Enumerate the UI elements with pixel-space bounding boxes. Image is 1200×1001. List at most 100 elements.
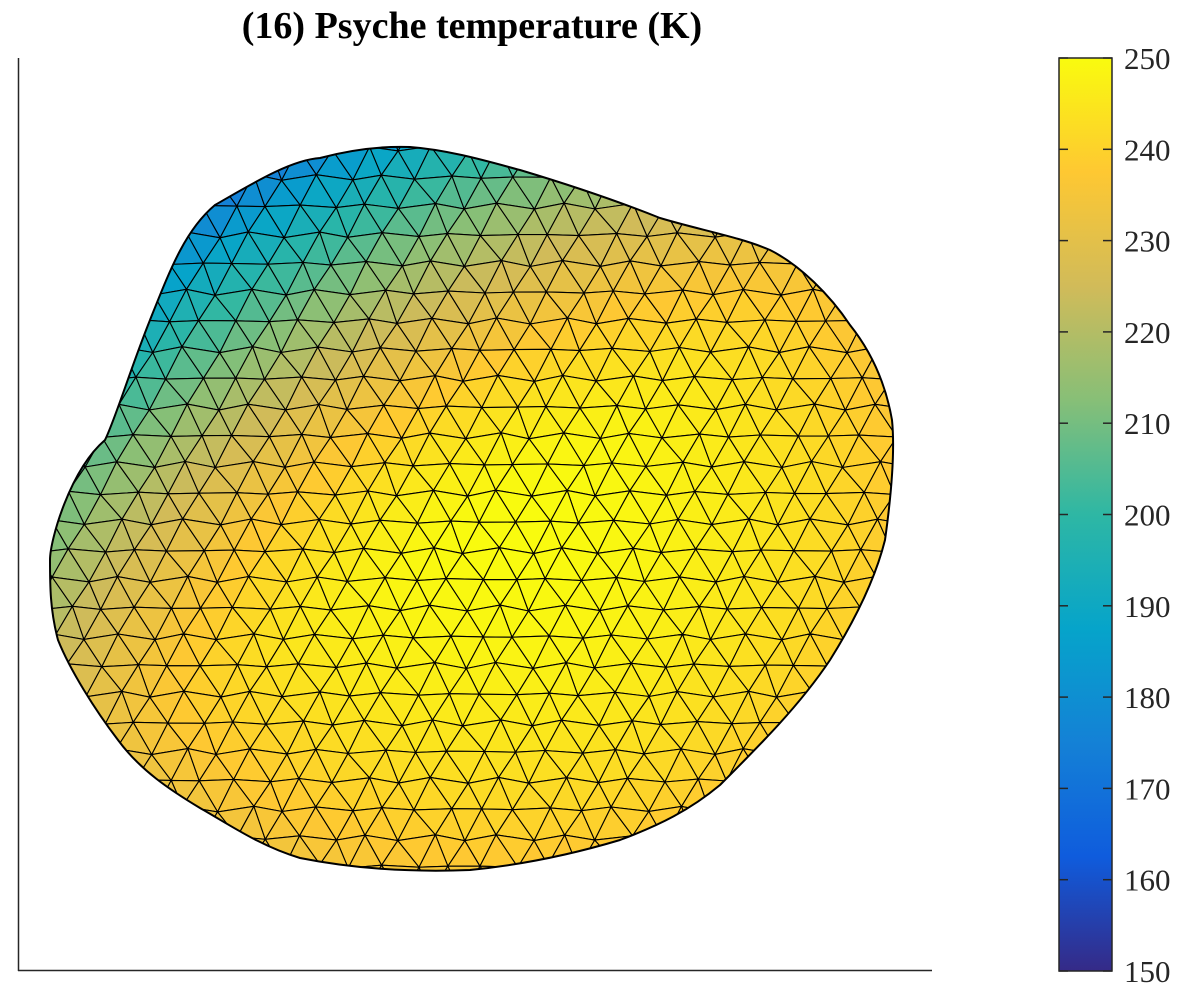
mesh-triangle: [709, 805, 748, 839]
mesh-triangle: [597, 146, 629, 177]
mesh-triangle: [891, 204, 894, 239]
mesh-triangle: [50, 232, 51, 267]
mesh-triangle: [763, 146, 799, 151]
mesh-triangle: [730, 837, 765, 865]
mesh-triangle: [892, 638, 894, 668]
mesh-triangle: [148, 862, 186, 871]
mesh-triangle: [467, 146, 499, 153]
mesh-triangle: [780, 805, 810, 838]
mesh-triangle: [135, 146, 172, 151]
mesh-triangle: [841, 262, 880, 296]
mesh-triangle: [99, 289, 139, 324]
mesh-triangle: [87, 207, 121, 238]
colorbar-tick-label: 230: [1124, 224, 1171, 259]
mesh-triangle: [88, 379, 120, 411]
mesh-triangle: [775, 836, 814, 871]
mesh-triangle: [829, 868, 860, 871]
mesh-triangle: [891, 179, 894, 208]
mesh-triangle: [249, 146, 288, 150]
mesh-triangle: [746, 779, 782, 813]
mesh-triangle: [830, 721, 860, 755]
mesh-triangle: [826, 663, 866, 698]
mesh-triangle: [862, 288, 894, 323]
mesh-triangle: [50, 175, 68, 210]
mesh-triangle: [897, 434, 929, 467]
mesh-triangle: [863, 805, 893, 841]
mesh-triangle: [53, 748, 90, 780]
mesh-triangle: [528, 146, 568, 153]
mesh-triangle: [730, 174, 765, 209]
mesh-triangle: [331, 146, 371, 151]
surface-mesh-cells: [50, 120, 930, 871]
mesh-triangle: [54, 260, 88, 296]
mesh-triangle: [119, 204, 150, 239]
mesh-triangle: [50, 375, 90, 411]
mesh-triangle: [50, 347, 68, 382]
mesh-triangle: [50, 748, 55, 783]
mesh-triangle: [890, 376, 894, 411]
mesh-triangle: [812, 862, 848, 871]
mesh-triangle: [779, 146, 815, 151]
mesh-triangle: [118, 805, 156, 838]
mesh-triangle: [170, 146, 200, 151]
mesh-triangle: [217, 148, 255, 181]
mesh-triangle: [50, 748, 73, 783]
mesh-triangle: [714, 146, 744, 151]
mesh-triangle: [897, 778, 925, 811]
mesh-triangle: [50, 146, 55, 152]
mesh-triangle: [863, 835, 893, 865]
mesh-triangle: [50, 839, 51, 870]
mesh-triangle: [846, 835, 876, 870]
mesh-triangle: [65, 178, 105, 209]
mesh-triangle: [330, 867, 367, 871]
mesh-triangle: [858, 721, 894, 750]
mesh-triangle: [846, 205, 876, 239]
colorbar-tick-label: 250: [1124, 41, 1171, 76]
mesh-triangle: [857, 231, 894, 266]
mesh-triangle: [660, 863, 700, 871]
mesh-triangle: [829, 179, 865, 207]
mesh-triangle: [863, 205, 893, 233]
mesh-triangle: [844, 805, 882, 837]
mesh-triangle: [792, 836, 830, 865]
mesh-triangle: [148, 206, 187, 239]
mesh-triangle: [381, 864, 420, 871]
mesh-triangle: [860, 778, 894, 808]
mesh-triangle: [50, 203, 89, 238]
mesh-triangle: [102, 836, 139, 865]
mesh-triangle: [763, 204, 794, 239]
mesh-triangle: [610, 146, 650, 180]
mesh-triangle: [50, 863, 72, 871]
mesh-triangle: [545, 120, 583, 146]
mesh-triangle: [50, 863, 51, 871]
mesh-triangle: [874, 206, 894, 239]
mesh-triangle: [896, 238, 930, 265]
mesh-triangle: [680, 174, 711, 205]
mesh-triangle: [50, 461, 69, 497]
mesh-triangle: [71, 236, 105, 266]
mesh-triangle: [70, 146, 101, 181]
mesh-triangle: [115, 261, 155, 296]
mesh-triangle: [747, 174, 782, 206]
mesh-triangle: [791, 205, 831, 233]
mesh-triangle: [168, 862, 205, 871]
chart-title: (16) Psyche temperature (K): [242, 5, 702, 47]
mesh-triangle: [220, 863, 250, 871]
mesh-triangle: [897, 410, 929, 437]
mesh-triangle: [825, 753, 862, 782]
colorbar-tick-label: 210: [1124, 406, 1171, 441]
mesh-triangle: [797, 748, 827, 782]
mesh-triangle: [50, 404, 52, 439]
mesh-triangle: [82, 805, 121, 840]
mesh-triangle: [846, 231, 876, 264]
mesh-triangle: [812, 838, 848, 870]
mesh-triangle: [115, 146, 153, 148]
mesh-triangle: [742, 748, 780, 781]
mesh-triangle: [615, 835, 649, 870]
mesh-triangle: [70, 146, 101, 152]
mesh-triangle: [812, 205, 848, 239]
mesh-triangle: [135, 779, 172, 813]
mesh-triangle: [131, 868, 170, 871]
mesh-triangle: [697, 868, 732, 871]
mesh-triangle: [828, 811, 865, 840]
